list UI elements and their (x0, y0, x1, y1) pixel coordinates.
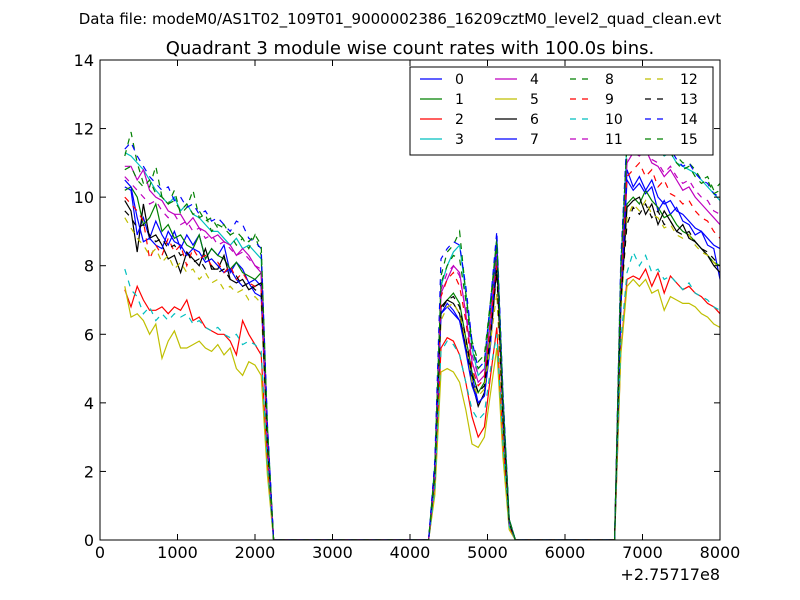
legend-box (409, 66, 714, 156)
y-tick-label: 0 (84, 531, 94, 550)
legend-label-9: 9 (605, 92, 614, 108)
legend-label-8: 8 (605, 72, 614, 88)
x-tick-label: 5000 (467, 543, 508, 562)
y-tick-label: 2 (84, 462, 94, 481)
legend-label-13: 13 (680, 92, 698, 108)
legend-label-15: 15 (680, 132, 698, 148)
figure-suptitle: Data file: modeM0/AS1T02_109T01_90000023… (79, 10, 722, 29)
legend-label-1: 1 (455, 92, 464, 108)
y-tick-label: 4 (84, 394, 94, 413)
series-line-13 (124, 202, 720, 540)
series-line-14 (124, 120, 720, 540)
legend-label-11: 11 (605, 132, 623, 148)
x-tick-label: 2000 (235, 543, 276, 562)
series-line-3 (124, 130, 720, 540)
axis-ticks: 0 1000 2000 3000 4000 5000 6000 7000 80000246810… (74, 51, 741, 562)
legend-label-0: 0 (455, 72, 464, 88)
legend-label-6: 6 (530, 112, 539, 128)
legend-label-10: 10 (605, 112, 623, 128)
series-line-15 (124, 112, 720, 540)
chart-title: Quadrant 3 module wise count rates with … (166, 38, 655, 59)
legend-label-14: 14 (680, 112, 698, 128)
legend-label-2: 2 (455, 112, 464, 128)
legend-label-5: 5 (530, 92, 539, 108)
x-tick-label: 1000 (157, 543, 198, 562)
series-line-10 (124, 250, 720, 540)
y-tick-label: 14 (74, 51, 94, 70)
x-tick-label: 3000 (312, 543, 353, 562)
x-offset-label: +2.75717e8 (620, 565, 720, 584)
y-tick-label: 10 (74, 188, 94, 207)
legend-label-12: 12 (680, 72, 698, 88)
series-layer (124, 106, 720, 540)
x-tick-label: 6000 (545, 543, 586, 562)
x-tick-label: 4000 (390, 543, 431, 562)
legend-label-3: 3 (455, 132, 464, 148)
legend-label-7: 7 (530, 132, 539, 148)
legend-label-4: 4 (530, 72, 539, 88)
x-tick-label: 7000 (622, 543, 663, 562)
x-tick-label: 8000 (700, 543, 741, 562)
y-tick-label: 12 (74, 120, 94, 139)
x-tick-label: 0 (95, 543, 105, 562)
y-tick-label: 6 (84, 325, 94, 344)
y-tick-label: 8 (84, 257, 94, 276)
